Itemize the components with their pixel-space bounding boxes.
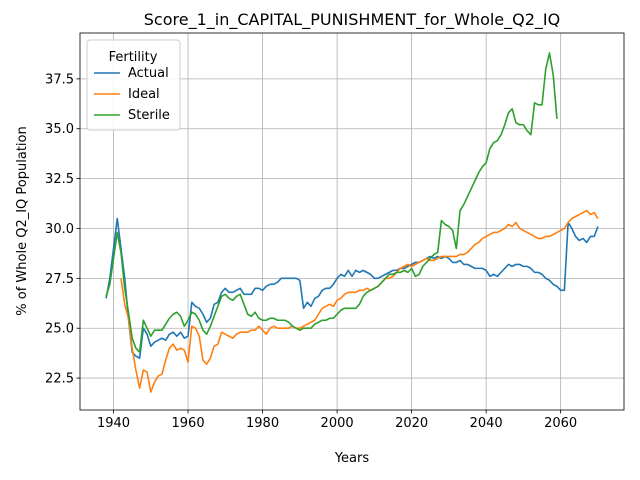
x-tick-label: 1980 [246,416,279,431]
legend: Fertility Actual Ideal Sterile [86,39,181,131]
series-line-sterile [105,52,558,353]
legend-label-sterile: Sterile [128,108,170,123]
chart-title: Score_1_in_CAPITAL_PUNISHMENT_for_Whole_… [144,10,560,30]
y-tick-label: 35.0 [45,122,74,137]
y-axis-label: % of Whole Q2_IQ Population [15,126,30,315]
legend-entries: Actual Ideal Sterile [94,66,170,123]
legend-label-actual: Actual [128,66,169,81]
x-tick-label: 1960 [172,416,205,431]
x-tick-label: 2040 [470,416,503,431]
x-axis-label: Years [334,451,370,466]
x-tick-label: 2020 [395,416,428,431]
y-tick-label: 32.5 [45,172,74,187]
y-axis: 22.5 25.0 27.5 30.0 32.5 35.0 37.5 [45,72,80,387]
series-line-actual [105,217,599,359]
legend-label-ideal: Ideal [128,87,160,102]
y-tick-label: 27.5 [45,272,74,287]
y-tick-label: 37.5 [45,72,74,87]
x-tick-label: 2060 [544,416,577,431]
series-line-ideal [120,209,599,393]
legend-title: Fertility [109,50,158,65]
x-tick-label: 2000 [321,416,354,431]
plot-frame [79,32,625,411]
series-layer [105,52,599,393]
y-tick-label: 22.5 [45,372,74,387]
x-axis: 1940 1960 1980 2000 2020 2040 2060 [97,410,577,431]
x-tick-label: 1940 [97,416,130,431]
y-tick-label: 25.0 [45,322,74,337]
legend-box [86,39,181,131]
y-tick-label: 30.0 [45,222,74,237]
